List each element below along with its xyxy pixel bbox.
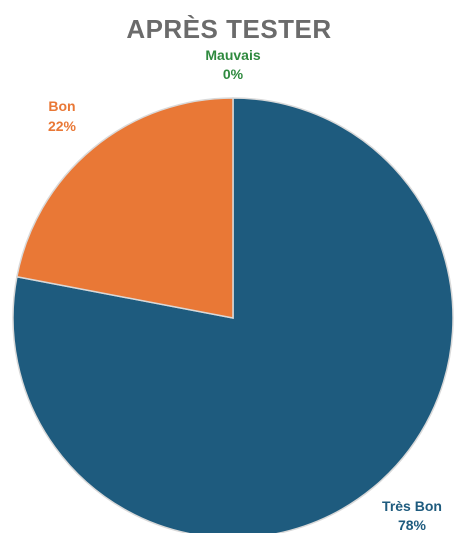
pie-slice-bon xyxy=(16,97,234,319)
pie-slices xyxy=(12,97,454,533)
slice-label-bon: Bon xyxy=(48,98,75,114)
slice-label-tres-bon: Très Bon xyxy=(382,498,442,514)
slice-value-bon: 22% xyxy=(48,118,77,134)
chart-title: APRÈS TESTER xyxy=(126,14,332,44)
slice-label-mauvais: Mauvais xyxy=(205,47,260,63)
slice-value-mauvais: 0% xyxy=(223,66,244,82)
slice-value-tres-bon: 78% xyxy=(398,517,427,533)
